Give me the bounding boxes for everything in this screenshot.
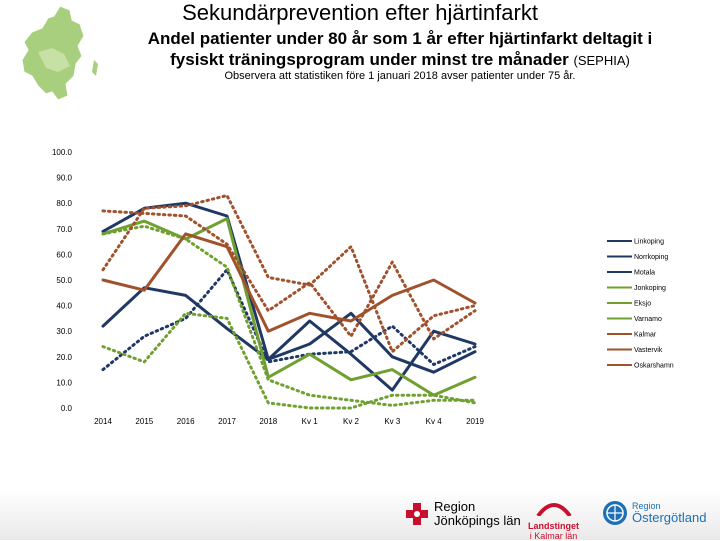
x-axis-ticks: 2014 2015 2016 2017 2018 Kv 1 Kv 2 Kv 3 Kv 4 2019 — [94, 417, 484, 426]
y-tick-label: 10.0 — [56, 378, 72, 387]
kalmar-logo-line1: Landstinget — [528, 521, 579, 531]
y-tick-label: 50.0 — [56, 276, 72, 285]
series-line-varnamo — [101, 224, 477, 407]
sweden-map-icon — [21, 5, 98, 101]
ostergotland-logo-line2: Östergötland — [632, 510, 707, 525]
y-tick-label: 40.0 — [56, 302, 72, 311]
x-tick-label: Kv 3 — [384, 417, 401, 426]
y-tick-label: 30.0 — [56, 327, 72, 336]
series-line-eksjo — [101, 311, 477, 410]
series-lines — [101, 194, 477, 410]
globe-icon — [603, 501, 627, 525]
legend-label: Vastervik — [634, 347, 663, 354]
legend: Linkoping Norrkoping Motala Jonkoping Eksjo V… — [607, 239, 674, 370]
legend-label: Jonkoping — [634, 285, 666, 292]
legend-label: Linkoping — [634, 239, 664, 246]
x-tick-label: 2014 — [94, 417, 112, 426]
kalmar-logo-line2: i Kalmar län — [529, 531, 578, 541]
series-line-norrkoping — [101, 268, 477, 372]
series-line-vastervik — [101, 209, 477, 341]
series-line-kalmar — [101, 194, 477, 354]
region-ostergotland-logo: Region Östergötland — [602, 500, 706, 526]
jonkoping-logo-line2: Jönköpings län — [434, 513, 521, 528]
landstinget-kalmar-logo: Landstinget i Kalmar län — [528, 500, 579, 541]
x-tick-label: Kv 2 — [343, 417, 360, 426]
y-tick-label: 90.0 — [56, 174, 72, 183]
x-tick-label: Kv 1 — [302, 417, 319, 426]
subtitle-tag: (SEPHIA) — [573, 53, 630, 68]
footer-band — [0, 490, 720, 540]
chart-note: Observera att statistiken före 1 januari… — [224, 70, 576, 82]
x-tick-label: 2018 — [259, 417, 277, 426]
x-tick-label: 2017 — [218, 417, 236, 426]
x-tick-label: 2016 — [177, 417, 195, 426]
x-tick-label: 2019 — [466, 417, 484, 426]
y-tick-label: 0.0 — [61, 404, 73, 413]
y-tick-label: 100.0 — [52, 148, 73, 157]
y-tick-label: 60.0 — [56, 250, 72, 259]
y-tick-label: 80.0 — [56, 199, 72, 208]
series-line-motala — [101, 286, 477, 392]
y-tick-label: 70.0 — [56, 225, 72, 234]
y-axis-ticks: 100.0 90.0 80.0 70.0 60.0 50.0 40.0 30.0 20.0 10.… — [52, 148, 73, 413]
ostergotland-logo-line1: Region — [632, 501, 661, 511]
legend-label: Motala — [634, 270, 655, 277]
series-line-jonkoping — [101, 217, 477, 397]
health-cross-icon — [406, 503, 428, 525]
legend-label: Kalmar — [634, 332, 657, 339]
arch-icon — [535, 503, 572, 518]
jonkoping-logo-line1: Region — [434, 499, 476, 514]
legend-label: Varnamo — [634, 316, 662, 323]
series-line-oskarshamn — [101, 232, 477, 333]
legend-label: Norrkoping — [634, 254, 668, 261]
line-chart: 100.0 90.0 80.0 70.0 60.0 50.0 40.0 30.0 20.0 10.… — [52, 148, 674, 426]
x-tick-label: 2015 — [135, 417, 153, 426]
y-tick-label: 20.0 — [56, 353, 72, 362]
chart-subtitle: Andel patienter under 80 år som 1 år eft… — [120, 28, 680, 71]
subtitle-text: Andel patienter under 80 år som 1 år eft… — [147, 29, 653, 69]
page-title: Sekundärprevention efter hjärtinfarkt — [182, 0, 538, 25]
legend-label: Eksjo — [634, 301, 651, 308]
legend-label: Oskarshamn — [634, 363, 674, 370]
x-tick-label: Kv 4 — [426, 417, 443, 426]
region-jonkoping-logo: Region Jönköpings län — [404, 500, 521, 528]
